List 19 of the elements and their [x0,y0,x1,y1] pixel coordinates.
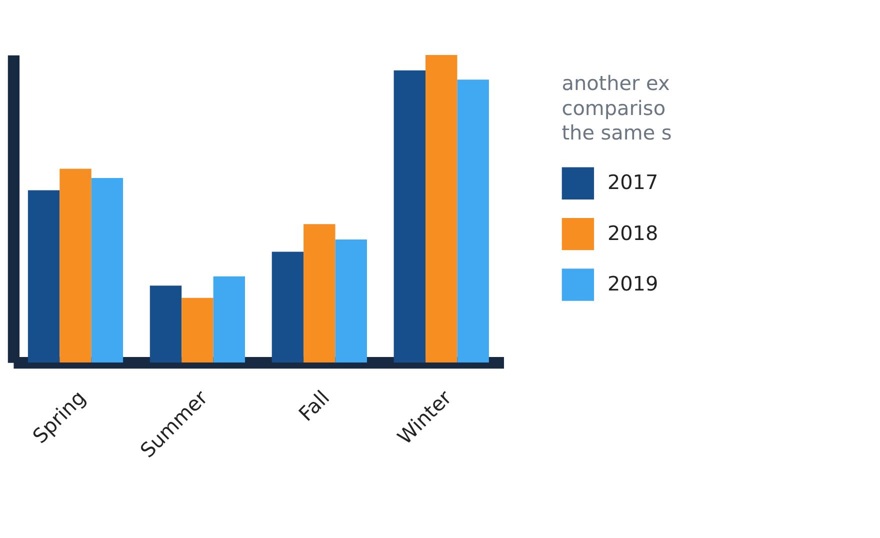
legend-label: 2018 [607,220,658,245]
bar [28,190,60,362]
bar [213,276,246,362]
bar [457,80,489,362]
text: another ex [562,70,670,95]
bar [182,298,214,362]
text: compariso [562,96,666,120]
legend-label: 2017 [607,170,658,194]
bar [91,178,124,362]
bar [335,239,367,362]
bar [150,286,182,362]
text: the same s [562,120,672,145]
bar [394,70,426,362]
x-tick-label: Fall [294,386,334,426]
bar [304,224,336,362]
bar [426,54,458,362]
bar [272,252,304,362]
bar [60,168,92,362]
legend-label: 2019 [607,272,658,296]
